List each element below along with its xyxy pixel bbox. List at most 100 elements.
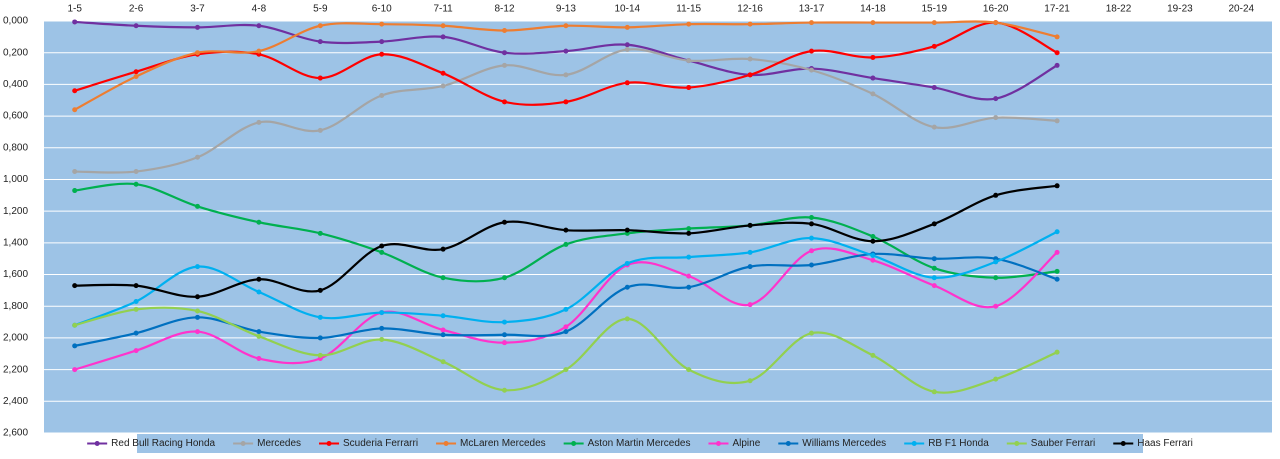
y-tick-label: 0,200 [3, 47, 28, 58]
data-point [993, 192, 999, 198]
legend-label: Alpine [732, 438, 760, 449]
data-point [624, 42, 630, 48]
data-point [440, 313, 446, 319]
x-tick-label: 9-13 [556, 4, 576, 15]
data-point [195, 154, 200, 160]
data-point [256, 23, 262, 29]
data-point [133, 69, 139, 75]
lines [72, 19, 1060, 395]
data-point [133, 298, 139, 304]
series-line [74, 20, 1058, 111]
data-point [624, 284, 630, 290]
data-point [195, 329, 200, 335]
data-point [686, 273, 692, 279]
data-point [195, 314, 200, 320]
data-point [379, 249, 385, 255]
data-point [993, 275, 999, 281]
data-point [993, 20, 999, 26]
data-point [133, 23, 139, 29]
y-tick-label: 1,000 [3, 174, 28, 185]
data-point [993, 376, 999, 382]
data-point [502, 99, 507, 105]
data-point [256, 276, 262, 282]
legend-marker [571, 441, 577, 446]
data-point [624, 80, 630, 86]
x-tick-label: 17-21 [1044, 4, 1070, 15]
y-tick-label: 1,400 [3, 237, 28, 248]
data-point [870, 253, 876, 259]
data-point [317, 287, 323, 293]
data-point [809, 20, 814, 26]
y-tick-label: 2,200 [3, 364, 28, 375]
legend-label: Mercedes [257, 438, 301, 449]
data-point [747, 21, 753, 27]
data-point [809, 262, 814, 268]
data-point [317, 39, 323, 45]
x-tick-label: 3-7 [190, 4, 205, 15]
legend-marker [715, 441, 721, 446]
data-point [1054, 229, 1060, 235]
data-point [72, 283, 78, 289]
data-point [686, 226, 692, 232]
legend-marker [326, 441, 332, 446]
data-point [624, 24, 630, 30]
data-point [563, 306, 569, 312]
y-tick-label: 2,600 [3, 428, 28, 439]
x-tick-label: 5-9 [313, 4, 328, 15]
data-point [686, 58, 692, 64]
data-point [317, 230, 323, 236]
x-tick-label: 1-5 [67, 4, 82, 15]
legend-label: Williams Mercedes [802, 438, 886, 449]
data-point [379, 51, 385, 57]
data-point [502, 28, 507, 34]
x-tick-label: 15-19 [922, 4, 948, 15]
legend-label: Scuderia Ferrarri [343, 438, 418, 449]
legend-label: Aston Martin Mercedes [588, 438, 691, 449]
data-point [72, 367, 78, 373]
data-point [317, 335, 323, 341]
data-point [502, 275, 507, 281]
data-point [747, 72, 753, 78]
x-tick-label: 7-11 [433, 4, 453, 15]
data-point [747, 378, 753, 384]
data-point [317, 75, 323, 81]
data-point [502, 340, 507, 346]
data-point [931, 20, 937, 26]
x-tick-label: 16-20 [983, 4, 1009, 15]
data-point [931, 265, 937, 271]
data-point [993, 303, 999, 309]
legend-label: Haas Ferrari [1137, 438, 1193, 449]
data-point [72, 107, 78, 113]
data-point [502, 50, 507, 56]
data-point [686, 367, 692, 373]
x-tick-label: 6-10 [372, 4, 392, 15]
data-point [563, 324, 569, 330]
data-point [72, 188, 78, 194]
data-point [440, 23, 446, 29]
y-tick-label: 2,000 [3, 333, 28, 344]
legend-marker [785, 441, 791, 446]
x-tick-label: 4-8 [252, 4, 267, 15]
data-point [133, 181, 139, 187]
legend-marker [443, 441, 449, 446]
data-point [993, 115, 999, 121]
data-point [809, 221, 814, 227]
data-point [256, 289, 262, 295]
data-point [440, 327, 446, 333]
grid: 0,000 0,200 0,400 0,600 0,800 1,000 1,200 1,400… [3, 4, 1272, 439]
data-point [133, 306, 139, 312]
y-tick-label: 2,400 [3, 396, 28, 407]
y-tick-label: 1,800 [3, 301, 28, 312]
data-point [870, 238, 876, 244]
data-point [317, 23, 323, 29]
data-point [72, 19, 78, 25]
data-point [624, 47, 630, 53]
data-point [931, 43, 937, 49]
data-point [502, 387, 507, 393]
data-point [686, 254, 692, 260]
data-point [440, 275, 446, 281]
x-tick-label: 18-22 [1106, 4, 1132, 15]
data-point [870, 75, 876, 81]
data-point [563, 329, 569, 335]
